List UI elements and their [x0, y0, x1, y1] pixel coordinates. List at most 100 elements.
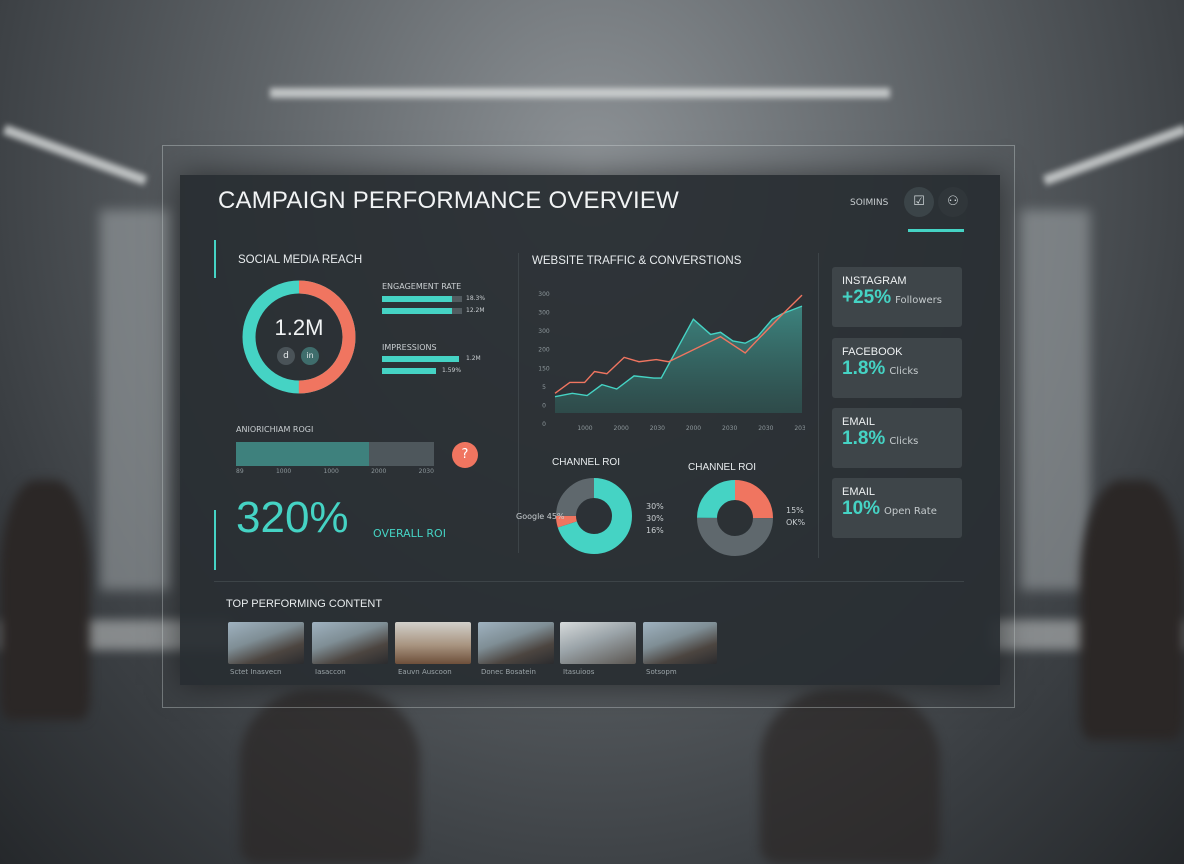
ceiling-light [1042, 124, 1184, 186]
pie-label: 15% [786, 506, 804, 515]
content-title: TOP PERFORMING CONTENT [226, 598, 383, 610]
tick-label: 2030 [418, 468, 434, 475]
nav-label[interactable]: SOIMINS [850, 198, 889, 208]
y-tick-label: 200 [538, 347, 550, 354]
roi-label: OVERALL ROI [373, 527, 446, 540]
x-tick-label: 2030 [758, 425, 773, 432]
impressions-title: IMPRESSIONS [382, 343, 437, 352]
traffic-chart: 300 300 300 200 150 5 0 0 1000 2000 2030 2000 2030 20… [538, 291, 805, 432]
active-tab-indicator [908, 229, 964, 232]
content-thumbnail[interactable] [478, 622, 554, 664]
content-thumbnail[interactable] [395, 622, 471, 664]
person [1080, 480, 1184, 740]
card-value: 1.8% [842, 428, 886, 449]
reach-total: 1.2M [274, 315, 324, 340]
card-value: 10% [842, 498, 881, 519]
donut-slice [697, 480, 773, 556]
card-name: FACEBOOK [842, 346, 903, 358]
window [100, 210, 170, 590]
x-tick-label: 2030 [794, 425, 805, 432]
card-unit: Clicks [889, 436, 919, 447]
metric-card-facebook[interactable]: FACEBOOK 1.8% Clicks [832, 338, 962, 398]
chair [240, 690, 420, 864]
y-tick-label: 5 [542, 384, 546, 391]
divider [818, 253, 819, 558]
y-tick-label: 300 [538, 310, 550, 317]
pie-label: Google 45% [516, 512, 565, 521]
content-thumbnail[interactable] [560, 622, 636, 664]
channel-roi-donut [697, 480, 773, 556]
ceiling-light [2, 124, 148, 186]
badge-icon[interactable]: ☑ [904, 187, 934, 217]
donut-slice [697, 480, 773, 556]
reach-donut-coral [242, 280, 356, 394]
content-caption: Donec Bosatein [481, 668, 536, 676]
card-value: 1.8% [842, 358, 886, 379]
chair [760, 690, 940, 864]
traffic-line [554, 305, 803, 398]
x-tick-label: 2000 [686, 425, 701, 432]
content-caption: Eauvn Auscoon [398, 668, 452, 676]
roi-pie-title: CHANNEL ROI [552, 457, 620, 468]
divider [214, 581, 964, 582]
x-tick-label: 1000 [577, 425, 592, 432]
pie-label: 30% [646, 502, 664, 511]
x-tick-label: 2030 [650, 425, 665, 432]
impressions-value: 1.59% [442, 367, 462, 374]
engagement-bar [382, 296, 453, 302]
help-icon[interactable]: ? [452, 442, 478, 468]
engagement-title: ENGAGEMENT RATE [382, 282, 462, 291]
social-title: SOCIAL MEDIA REACH [238, 254, 363, 266]
content-thumbnail[interactable] [312, 622, 388, 664]
engagement-value: 12.2M [466, 307, 485, 314]
roi-bar-title: ANIORICHIAM ROGI [236, 425, 314, 434]
y-tick-label: 300 [538, 328, 550, 335]
ceiling-light [270, 88, 890, 98]
content-caption: Iasaccon [315, 668, 346, 676]
tick-label: 1000 [275, 468, 292, 475]
engagement-value: 18.3% [466, 295, 486, 302]
card-unit: Open Rate [884, 506, 937, 517]
tick-label: 2000 [371, 468, 387, 475]
y-tick-label: 0 [542, 402, 546, 409]
content-caption: Sotsopm [646, 668, 677, 676]
pie-label: 16% [646, 526, 664, 535]
accent-bar [214, 240, 216, 278]
card-name: EMAIL [842, 486, 876, 498]
card-unit: Followers [895, 295, 942, 306]
metric-card-instagram[interactable]: INSTAGRAM +25% Followers [832, 267, 962, 327]
metric-card-email-open[interactable]: EMAIL 10% Open Rate [832, 478, 962, 538]
pie-labels: 15% OK% [786, 505, 805, 529]
y-tick-label: 150 [538, 365, 550, 372]
roi-bar-ticks: 89 1000 1000 2000 2030 [236, 468, 434, 475]
person [0, 480, 90, 720]
card-unit: Clicks [889, 366, 919, 377]
dashboard-panel: CAMPAIGN PERFORMANCE OVERVIEW SOIMINS ☑ … [180, 175, 1000, 685]
hologram-frame [162, 145, 1015, 708]
content-thumbnail[interactable] [643, 622, 717, 664]
donut-slice [556, 478, 632, 554]
x-tick-label: 2000 [614, 425, 629, 432]
window [1020, 210, 1090, 590]
metric-card-email-clicks[interactable]: EMAIL 1.8% Clicks [832, 408, 962, 468]
impressions-value: 1.2M [466, 355, 481, 362]
channel-roi-donut [556, 478, 632, 554]
tiktok-icon: d [277, 347, 295, 365]
x-tick-label: 2030 [722, 425, 737, 432]
tick-label: 89 [236, 468, 244, 475]
traffic-area [555, 306, 802, 413]
pie-label: 30% [646, 514, 664, 523]
card-value: +25% [842, 287, 892, 308]
accent-bar [214, 510, 216, 570]
people-icon[interactable]: ⚇ [938, 187, 968, 217]
linkedin-icon: in [301, 347, 319, 365]
impressions-bar [382, 368, 437, 374]
card-name: EMAIL [842, 416, 876, 428]
content-thumbnail[interactable] [228, 622, 304, 664]
tick-label: 1000 [323, 468, 339, 475]
roi-bar-fill [236, 442, 369, 466]
divider [518, 253, 519, 553]
reach-donut [242, 280, 356, 394]
conversions-line [554, 294, 803, 394]
